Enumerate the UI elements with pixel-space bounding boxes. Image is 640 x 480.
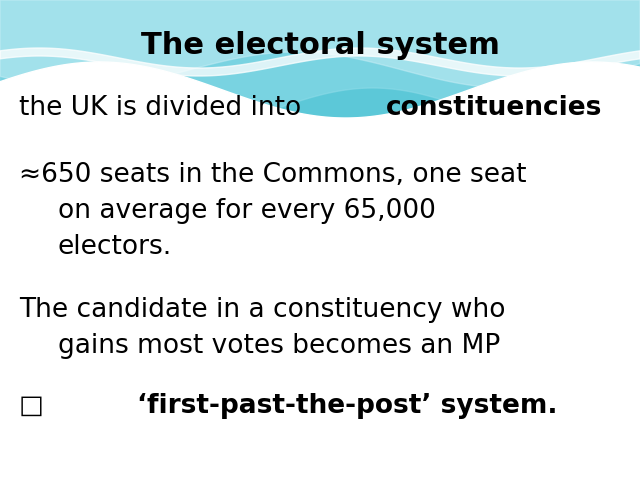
Text: □: □ (19, 393, 61, 419)
Text: The electoral system: The electoral system (141, 31, 499, 60)
Text: on average for every 65,000: on average for every 65,000 (58, 198, 435, 224)
Text: the UK is divided into: the UK is divided into (19, 95, 310, 121)
Text: electors.: electors. (58, 234, 172, 260)
Text: constituencies: constituencies (385, 95, 602, 121)
Text: ≈650 seats in the Commons, one seat: ≈650 seats in the Commons, one seat (19, 162, 527, 188)
Text: ‘first-past-the-post’ system.: ‘first-past-the-post’ system. (136, 393, 557, 419)
Text: The candidate in a constituency who: The candidate in a constituency who (19, 297, 506, 323)
Text: gains most votes becomes an MP: gains most votes becomes an MP (58, 333, 500, 359)
